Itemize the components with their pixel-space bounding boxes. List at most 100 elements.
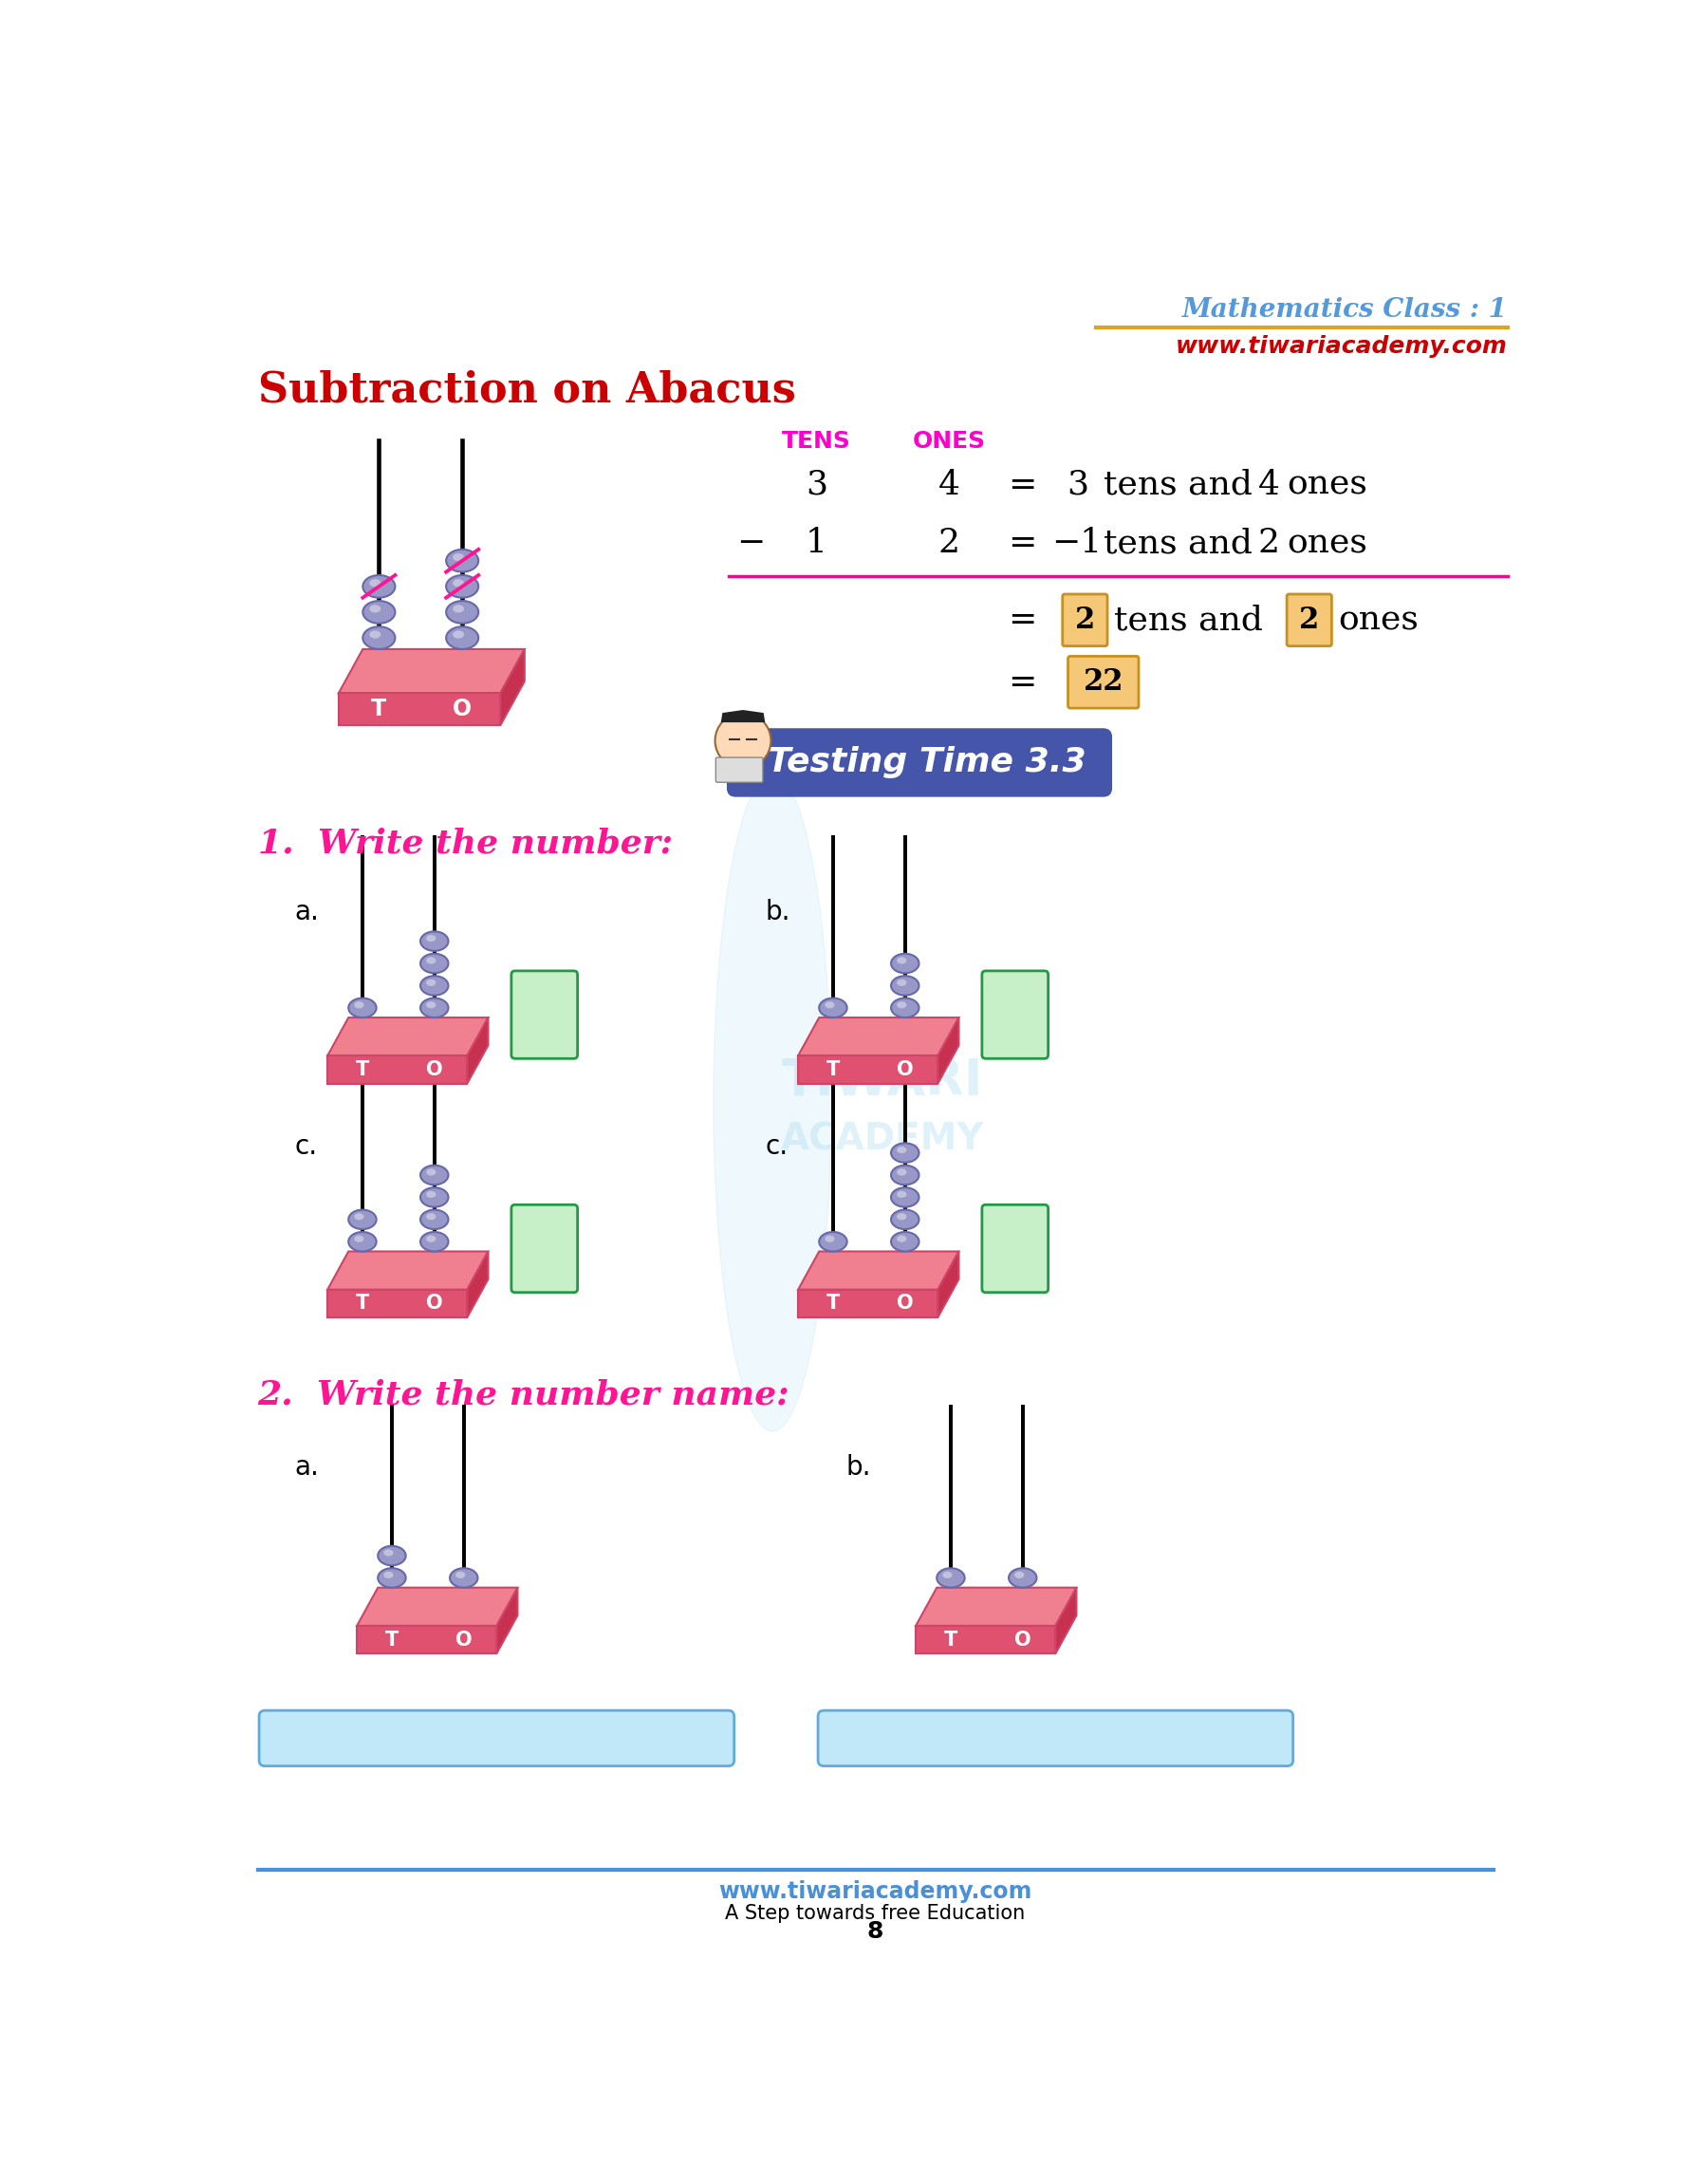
Text: a.: a. bbox=[294, 1454, 319, 1480]
Polygon shape bbox=[328, 1290, 468, 1316]
Text: ACADEMY: ACADEMY bbox=[781, 1120, 984, 1157]
Text: Subtraction on Abacus: Subtraction on Abacus bbox=[258, 369, 796, 410]
Ellipse shape bbox=[420, 1231, 447, 1251]
Ellipse shape bbox=[446, 600, 478, 624]
Text: −1: −1 bbox=[1052, 526, 1102, 559]
Ellipse shape bbox=[892, 1209, 919, 1229]
Text: =: = bbox=[1008, 469, 1037, 500]
Text: 1: 1 bbox=[806, 526, 827, 559]
Text: 2: 2 bbox=[1074, 605, 1095, 635]
Text: T: T bbox=[355, 1061, 369, 1078]
Text: T: T bbox=[945, 1631, 958, 1648]
Text: ONES: ONES bbox=[912, 430, 986, 452]
Text: 22: 22 bbox=[1083, 668, 1124, 696]
Text: Testing Time 3.3: Testing Time 3.3 bbox=[767, 747, 1086, 779]
Ellipse shape bbox=[897, 1236, 907, 1242]
FancyBboxPatch shape bbox=[260, 1711, 734, 1766]
Polygon shape bbox=[500, 648, 524, 725]
Ellipse shape bbox=[453, 578, 465, 587]
FancyBboxPatch shape bbox=[716, 758, 763, 782]
Ellipse shape bbox=[369, 605, 381, 613]
Ellipse shape bbox=[369, 578, 381, 587]
FancyBboxPatch shape bbox=[818, 1711, 1293, 1766]
Polygon shape bbox=[798, 1290, 938, 1316]
Text: 8: 8 bbox=[868, 1921, 883, 1943]
Text: 2.  Write the number name:: 2. Write the number name: bbox=[258, 1380, 789, 1410]
Ellipse shape bbox=[892, 1144, 919, 1164]
Ellipse shape bbox=[446, 627, 478, 648]
Text: TENS: TENS bbox=[782, 430, 851, 452]
Polygon shape bbox=[798, 1057, 938, 1083]
Text: c.: c. bbox=[294, 1133, 318, 1159]
Ellipse shape bbox=[420, 998, 447, 1017]
Text: www.tiwariacademy.com: www.tiwariacademy.com bbox=[719, 1880, 1032, 1904]
Polygon shape bbox=[938, 1017, 958, 1083]
Ellipse shape bbox=[362, 627, 395, 648]
Text: c.: c. bbox=[765, 1133, 787, 1159]
Ellipse shape bbox=[1009, 1567, 1037, 1587]
Ellipse shape bbox=[943, 1572, 953, 1578]
Text: a.: a. bbox=[294, 899, 319, 926]
Ellipse shape bbox=[354, 1236, 364, 1242]
Ellipse shape bbox=[897, 1002, 907, 1009]
Text: O: O bbox=[897, 1295, 914, 1312]
Text: 3: 3 bbox=[806, 469, 827, 500]
Polygon shape bbox=[714, 773, 832, 1432]
Text: Mathematics Class : 1: Mathematics Class : 1 bbox=[1182, 297, 1508, 323]
Ellipse shape bbox=[425, 1002, 436, 1009]
FancyBboxPatch shape bbox=[982, 971, 1049, 1059]
Ellipse shape bbox=[825, 1002, 835, 1009]
Text: ones: ones bbox=[1339, 605, 1419, 635]
Text: 1.  Write the number:: 1. Write the number: bbox=[258, 827, 673, 860]
Ellipse shape bbox=[1015, 1572, 1025, 1578]
Ellipse shape bbox=[897, 1168, 907, 1174]
Polygon shape bbox=[915, 1587, 1076, 1626]
Text: tens and: tens and bbox=[1114, 605, 1264, 635]
Ellipse shape bbox=[425, 1192, 436, 1198]
Ellipse shape bbox=[453, 631, 465, 637]
Text: O: O bbox=[425, 1061, 442, 1078]
Ellipse shape bbox=[362, 600, 395, 624]
Text: TIWARI: TIWARI bbox=[782, 1057, 984, 1105]
Text: −: − bbox=[736, 526, 765, 559]
FancyBboxPatch shape bbox=[511, 1205, 577, 1292]
Text: O: O bbox=[425, 1295, 442, 1312]
Ellipse shape bbox=[820, 998, 847, 1017]
Text: O: O bbox=[1015, 1631, 1032, 1648]
Ellipse shape bbox=[453, 552, 465, 561]
Text: 3: 3 bbox=[1066, 469, 1088, 500]
Text: ones: ones bbox=[1288, 526, 1368, 559]
Ellipse shape bbox=[420, 1188, 447, 1207]
Ellipse shape bbox=[362, 574, 395, 598]
FancyBboxPatch shape bbox=[1286, 594, 1332, 646]
Text: T: T bbox=[384, 1631, 398, 1648]
Ellipse shape bbox=[892, 1231, 919, 1251]
Text: b.: b. bbox=[845, 1454, 871, 1480]
Text: 4: 4 bbox=[1257, 469, 1279, 500]
Ellipse shape bbox=[897, 956, 907, 965]
Ellipse shape bbox=[425, 956, 436, 965]
Text: T: T bbox=[371, 699, 386, 720]
Ellipse shape bbox=[348, 1231, 376, 1251]
Text: ones: ones bbox=[1288, 469, 1368, 500]
Polygon shape bbox=[721, 709, 765, 723]
Ellipse shape bbox=[425, 1236, 436, 1242]
Text: b.: b. bbox=[765, 899, 791, 926]
Ellipse shape bbox=[425, 1214, 436, 1220]
Text: 2: 2 bbox=[1257, 526, 1279, 559]
Text: tens and: tens and bbox=[1103, 526, 1252, 559]
Text: 4: 4 bbox=[938, 469, 960, 500]
Ellipse shape bbox=[446, 550, 478, 572]
Ellipse shape bbox=[425, 1168, 436, 1174]
Text: O: O bbox=[453, 699, 471, 720]
Ellipse shape bbox=[348, 1209, 376, 1229]
Ellipse shape bbox=[369, 631, 381, 637]
Polygon shape bbox=[357, 1626, 497, 1653]
Polygon shape bbox=[338, 648, 524, 694]
Ellipse shape bbox=[425, 934, 436, 941]
Ellipse shape bbox=[892, 1166, 919, 1185]
Text: O: O bbox=[456, 1631, 471, 1648]
Circle shape bbox=[716, 714, 770, 768]
Polygon shape bbox=[328, 1251, 488, 1290]
Text: =: = bbox=[1008, 666, 1037, 699]
